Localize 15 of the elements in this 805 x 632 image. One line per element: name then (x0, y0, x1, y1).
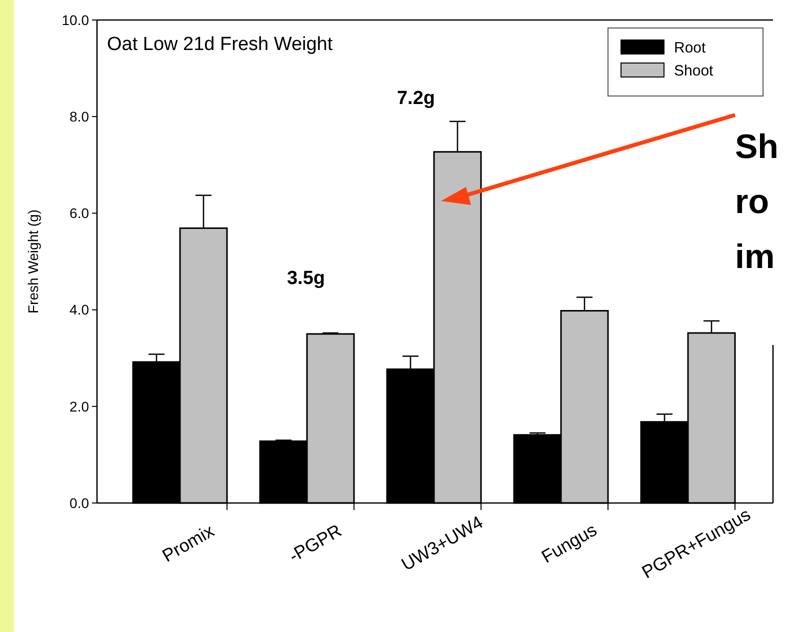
y-tick-label: 2.0 (70, 398, 90, 414)
legend-label: Root (674, 39, 707, 56)
annotation: Sh (735, 128, 778, 166)
annotation: ro (735, 183, 769, 221)
text: Oat Low 21d Fresh Weight (107, 34, 334, 55)
y-tick-label: 8.0 (70, 108, 90, 124)
legend-label: Shoot (674, 62, 714, 80)
annotation: im (735, 238, 775, 276)
y-tick-label: 0.0 (70, 494, 90, 511)
y-tick-label: 4.0 (70, 302, 90, 318)
annotation: 3.5g (286, 268, 326, 289)
y-tick-label: 10.0 (62, 12, 90, 28)
y-axis-title: Fresh Weight (g) (25, 210, 41, 314)
y-tick-label: 6.0 (70, 205, 90, 222)
annotation: 7.2g (396, 88, 436, 109)
